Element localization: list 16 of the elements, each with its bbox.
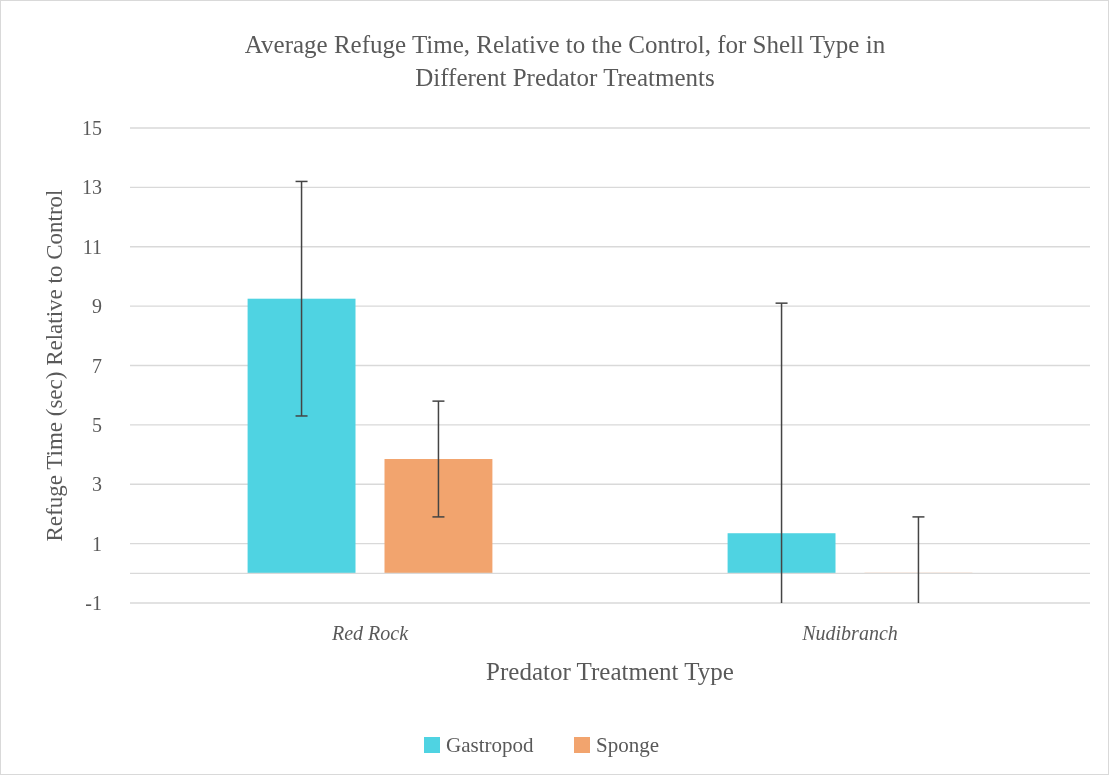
y-tick-label: -1 — [85, 592, 102, 614]
y-tick-label: 15 — [82, 117, 102, 139]
legend-label: Sponge — [596, 733, 659, 758]
x-axis-title: Predator Treatment Type — [486, 658, 734, 685]
x-tick-label: Red Rock — [330, 622, 410, 644]
y-tick-label: 3 — [92, 473, 102, 496]
legend-label: Gastropod — [446, 733, 534, 758]
y-tick-label: 13 — [82, 176, 102, 199]
y-axis-title: Refuge Time (sec) Relative to Control — [42, 189, 67, 542]
y-tick-label: 7 — [92, 354, 102, 377]
y-tick-label: 5 — [92, 413, 102, 436]
x-tick-label: Nudibranch — [801, 622, 898, 644]
chart-title: Average Refuge Time, Relative to the Control, for Shell Type in Different Predator Treatments — [244, 31, 886, 91]
y-tick-label: 11 — [82, 235, 102, 258]
y-tick-label: 9 — [92, 295, 102, 318]
y-tick-label: 1 — [92, 532, 102, 555]
